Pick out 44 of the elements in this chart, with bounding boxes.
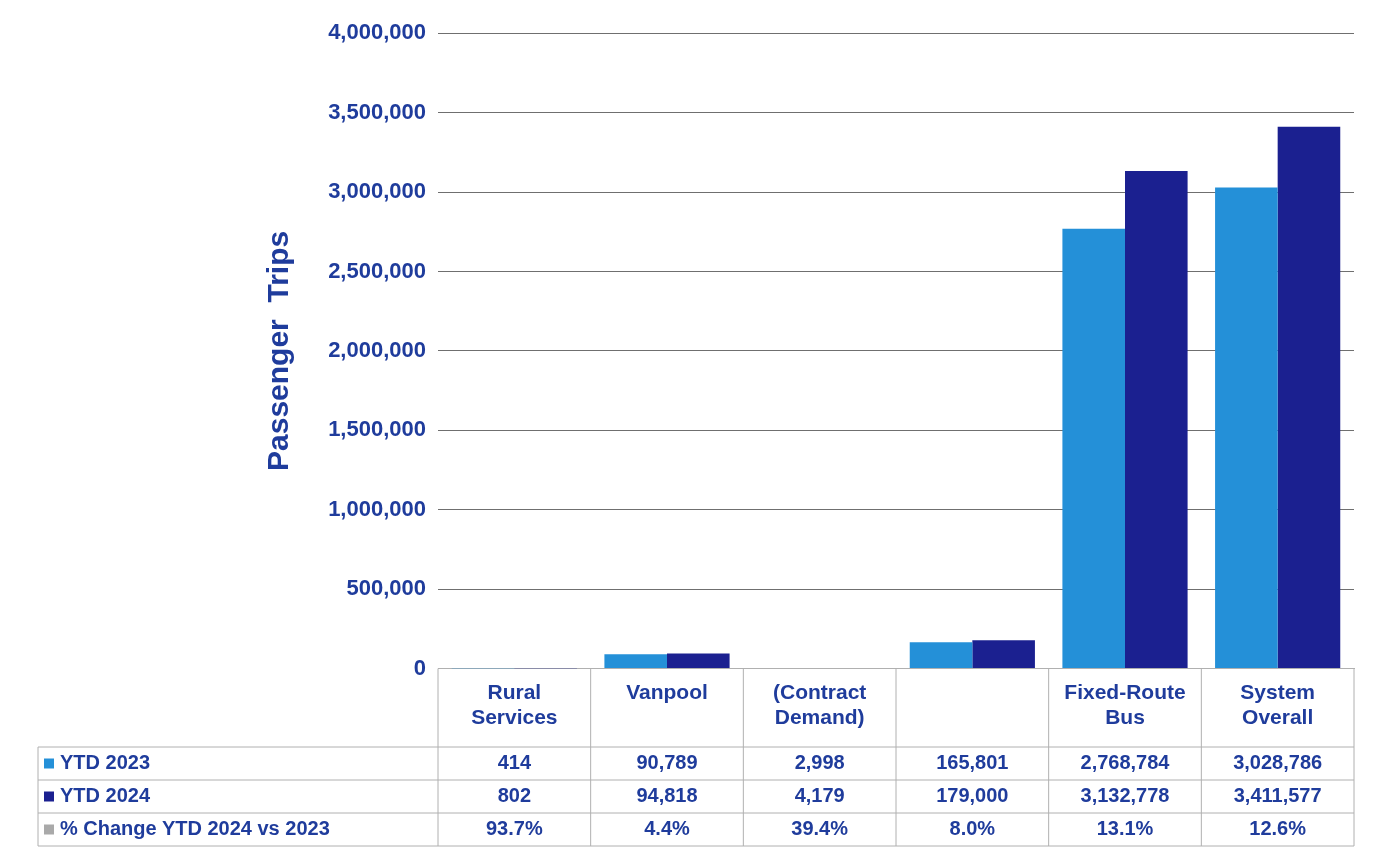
- text: 13.1%: [1096, 817, 1154, 840]
- legend-label: YTD 2024: [60, 784, 151, 807]
- data-label: 414: [497, 751, 532, 774]
- bar: [1062, 228, 1125, 669]
- data-label: 2,768,784: [1080, 751, 1171, 774]
- y-tick-label: 3,000,000: [328, 178, 426, 204]
- data-label: 3,132,778: [1080, 784, 1170, 807]
- y-axis-title: Passenger Trips: [261, 230, 295, 471]
- y-tick-label: 1,500,000: [328, 416, 426, 442]
- x-tick-label: System Overall: [1240, 680, 1316, 729]
- y-tick-label: 4,000,000: [328, 19, 426, 45]
- x-tick-label: Vanpool: [626, 680, 708, 703]
- y-tick-label: 3,500,000: [328, 98, 426, 124]
- y-tick-label: 0: [413, 654, 426, 680]
- bar: [1125, 170, 1188, 669]
- data-label: 2,998: [794, 751, 845, 774]
- y-tick-label: 2,500,000: [328, 257, 426, 283]
- data-label: 94,818: [636, 784, 698, 807]
- bar: [667, 653, 730, 669]
- y-tick-label: 1,000,000: [328, 495, 426, 521]
- data-label: 4,179: [794, 784, 845, 807]
- text: 8.0%: [949, 817, 996, 840]
- x-tick-label: (Contract Demand): [772, 680, 867, 729]
- text: 93.7%: [485, 817, 543, 840]
- data-label: 3,411,577: [1233, 784, 1322, 807]
- data-label: 165,801: [936, 751, 1009, 774]
- bar: [909, 642, 973, 669]
- text: 12.6%: [1249, 817, 1307, 840]
- data-label: 802: [497, 784, 532, 807]
- data-label: 179,000: [936, 784, 1009, 807]
- text: 39.4%: [791, 817, 849, 840]
- data-label: 90,789: [636, 751, 698, 774]
- x-tick-label: Rural Services: [471, 680, 558, 729]
- bar: [604, 654, 667, 669]
- bar: [1277, 126, 1341, 669]
- text: 4.4%: [644, 817, 690, 840]
- y-tick-label: 500,000: [346, 575, 426, 601]
- y-tick-label: 2,000,000: [328, 336, 426, 362]
- bar: [1215, 187, 1278, 669]
- x-tick-label: Fixed-Route Bus: [1064, 680, 1186, 729]
- legend-label: % Change YTD 2024 vs 2023: [60, 817, 330, 840]
- legend-label: YTD 2023: [60, 751, 151, 774]
- bar: [972, 640, 1035, 669]
- data-label: 3,028,786: [1233, 751, 1323, 774]
